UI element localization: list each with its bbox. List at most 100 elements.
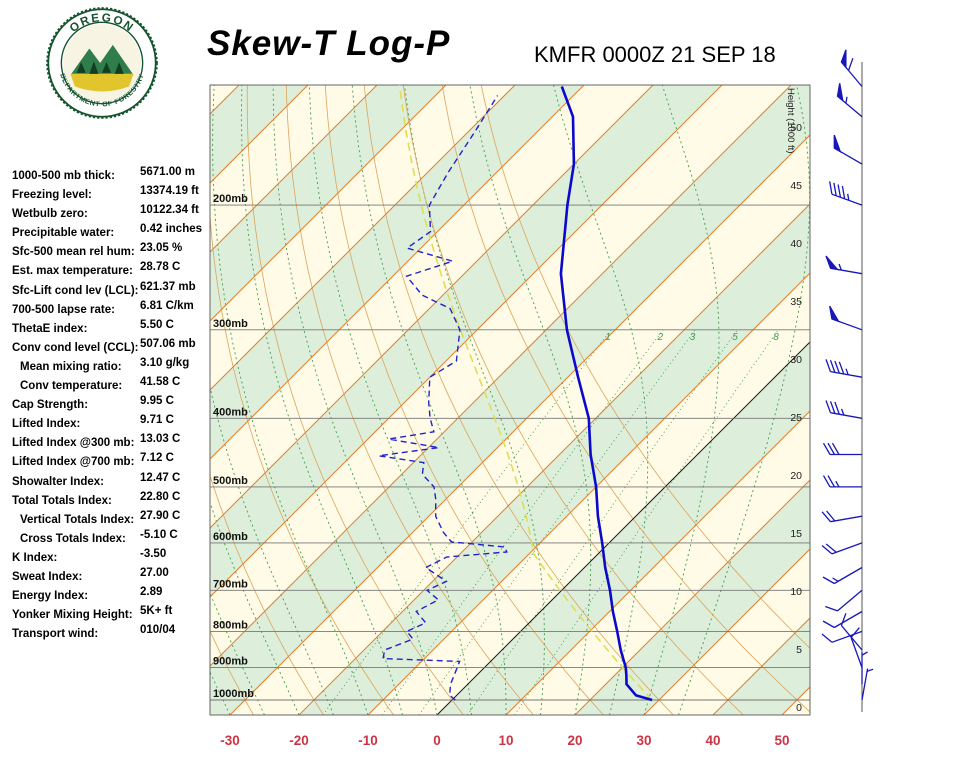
dewpoint-curve <box>378 95 508 701</box>
index-label: Energy Index: <box>12 590 89 603</box>
mixing-ratio-labels: 1 2 3 5 8 <box>605 332 779 343</box>
index-row: Yonker Mixing Height: 5K+ ft <box>12 605 217 624</box>
svg-text:1: 1 <box>605 332 611 343</box>
parcel-path <box>398 85 653 701</box>
index-row: Precipitable water: 0.42 inches <box>12 223 217 242</box>
svg-text:10: 10 <box>790 586 802 598</box>
index-label: Freezing level: <box>12 189 92 202</box>
svg-text:0: 0 <box>433 733 441 748</box>
index-row: Est. max temperature: 28.78 C <box>12 261 217 280</box>
index-label: Sfc-500 mean rel hum: <box>12 246 135 259</box>
index-value: 27.00 <box>140 566 169 579</box>
index-value: 28.78 C <box>140 261 181 274</box>
svg-text:10: 10 <box>498 733 513 748</box>
logo-inner-ring <box>60 21 144 105</box>
index-label: Vertical Totals Index: <box>20 513 135 526</box>
svg-text:5: 5 <box>796 644 802 656</box>
index-value: 9.95 C <box>140 395 174 408</box>
index-row: Sfc-Lift cond lev (LCL): 621.37 mb <box>12 281 217 300</box>
index-value: 6.81 C/km <box>140 299 194 312</box>
index-value: 5671.00 m <box>140 166 195 178</box>
index-label: Mean mixing ratio: <box>20 360 122 373</box>
plot-border <box>209 84 811 716</box>
svg-text:600mb: 600mb <box>213 531 248 543</box>
index-row: Conv cond level (CCL): 507.06 mb <box>12 338 217 357</box>
index-label: K Index: <box>12 551 58 564</box>
index-label: Sweat Index: <box>12 570 83 583</box>
svg-text:40: 40 <box>705 733 720 748</box>
index-row: Lifted Index @300 mb: 13.03 C <box>12 433 217 452</box>
logo-mountains <box>71 44 133 74</box>
index-value: 9.71 C <box>140 414 174 427</box>
svg-text:700mb: 700mb <box>213 578 248 590</box>
index-row: Total Totals Index: 22.80 C <box>12 491 217 510</box>
index-row: 1000-500 mb thick: 5671.00 m <box>12 166 217 185</box>
index-value: 13.03 C <box>140 433 181 446</box>
index-value: 27.90 C <box>140 509 181 522</box>
svg-text:200mb: 200mb <box>213 193 248 205</box>
index-value: 010/04 <box>140 624 176 637</box>
height-axis-title: Height (1000 ft) <box>785 88 796 153</box>
index-value: 13374.19 ft <box>140 185 199 198</box>
svg-text:40: 40 <box>790 238 802 250</box>
svg-text:2: 2 <box>657 332 664 343</box>
svg-text:3: 3 <box>690 332 696 343</box>
index-label: 1000-500 mb thick: <box>12 170 115 182</box>
svg-text:900mb: 900mb <box>213 656 248 668</box>
svg-text:1000mb: 1000mb <box>213 688 254 700</box>
index-value: -3.50 <box>140 547 167 560</box>
index-value: 507.06 mb <box>140 337 196 350</box>
svg-text:25: 25 <box>790 412 802 424</box>
index-label: 700-500 lapse rate: <box>12 303 115 316</box>
svg-text:35: 35 <box>790 296 802 308</box>
svg-text:-10: -10 <box>358 733 378 748</box>
logo-trees <box>76 61 124 74</box>
svg-text:45: 45 <box>790 180 802 192</box>
svg-text:400mb: 400mb <box>213 406 248 418</box>
pressure-labels: 200mb 300mb 400mb 500mb 600mb 700mb 800mb 900mb… <box>213 193 254 700</box>
index-row: Conv temperature: 41.58 C <box>12 376 217 395</box>
index-label: Lifted Index @700 mb: <box>12 456 135 469</box>
index-value: 5.50 C <box>140 318 174 331</box>
index-value: -5.10 C <box>140 528 178 541</box>
index-label: Showalter Index: <box>12 475 105 488</box>
index-label: Cross Totals Index: <box>20 532 126 545</box>
index-value: 10122.34 ft <box>140 204 199 217</box>
index-label: ThetaE index: <box>12 322 88 335</box>
svg-text:50: 50 <box>790 122 802 134</box>
index-row: K Index: -3.50 <box>12 548 217 567</box>
svg-text:-20: -20 <box>289 733 309 748</box>
svg-text:8: 8 <box>773 332 779 343</box>
indices-panel: 1000-500 mb thick: 5671.00 m Freezing leve… <box>12 166 217 643</box>
index-value: 3.10 g/kg <box>140 356 190 369</box>
index-row: Cap Strength: 9.95 C <box>12 395 217 414</box>
pressure-gridlines <box>210 204 810 701</box>
index-row: Lifted Index @700 mb: 7.12 C <box>12 452 217 471</box>
index-row: Sfc-500 mean rel hum: 23.05 % <box>12 242 217 261</box>
svg-text:20: 20 <box>567 733 582 748</box>
svg-text:50: 50 <box>774 733 789 748</box>
index-label: Conv cond level (CCL): <box>12 341 139 354</box>
svg-text:800mb: 800mb <box>213 619 248 631</box>
index-value: 5K+ ft <box>140 605 173 618</box>
svg-text:30: 30 <box>790 354 802 366</box>
index-row: Lifted Index: 9.71 C <box>12 414 217 433</box>
wind-barbs <box>821 49 874 701</box>
svg-text:-30: -30 <box>220 733 240 748</box>
index-label: Wetbulb zero: <box>12 208 88 221</box>
page-title: Skew-T Log-P <box>207 24 451 63</box>
index-row: 700-500 lapse rate: 6.81 C/km <box>12 300 217 319</box>
temperature-curve <box>559 86 653 702</box>
index-label: Transport wind: <box>12 628 99 641</box>
svg-text:15: 15 <box>790 528 802 540</box>
index-label: Lifted Index: <box>12 418 81 431</box>
index-row: ThetaE index: 5.50 C <box>12 319 217 338</box>
index-value: 41.58 C <box>140 376 181 389</box>
svg-text:500mb: 500mb <box>213 475 248 487</box>
svg-text:300mb: 300mb <box>213 318 248 330</box>
index-label: Est. max temperature: <box>12 265 133 278</box>
svg-text:0: 0 <box>796 702 802 714</box>
index-value: 2.89 <box>140 586 163 599</box>
